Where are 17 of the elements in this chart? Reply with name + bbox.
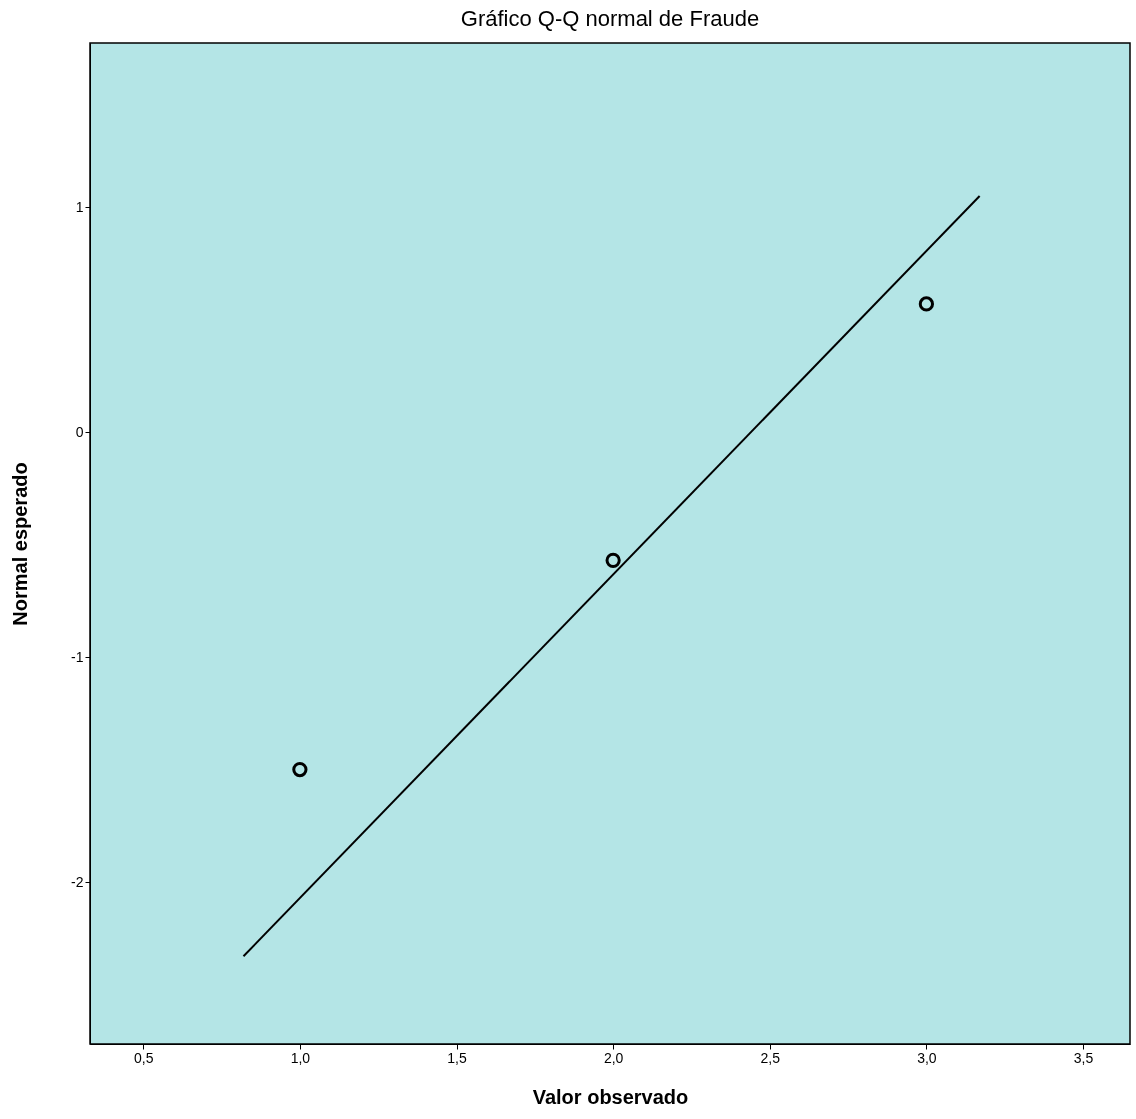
y-axis-title: Normal esperado — [9, 462, 32, 626]
chart-title: Gráfico Q-Q normal de Fraude — [460, 6, 760, 31]
point — [292, 761, 308, 778]
x-tick-label: 2,0 — [603, 1049, 624, 1066]
x-tick-label: 2,5 — [760, 1049, 781, 1066]
y-tick-label: 0 — [75, 423, 84, 440]
x-axis-title: Valor observado — [532, 1085, 689, 1108]
point — [605, 552, 621, 568]
y-tick-label: -1 — [71, 648, 84, 665]
y-tick-label: 1 — [75, 198, 84, 215]
x-tick-label: 1,5 — [447, 1049, 467, 1066]
x-tick-label: 1,0 — [290, 1049, 311, 1066]
x-tick-label: 0,5 — [134, 1049, 154, 1066]
x-tick-label: 3,0 — [917, 1049, 937, 1066]
x-tick-label: 3,5 — [1073, 1049, 1094, 1066]
y-tick-label: -2 — [71, 873, 84, 890]
point — [918, 296, 935, 312]
